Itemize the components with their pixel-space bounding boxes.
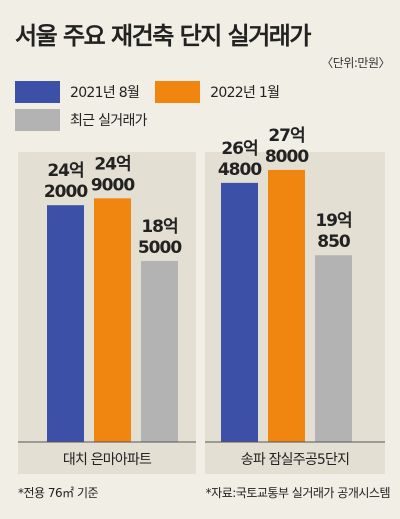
category-label-2: 송파 잠실주공5단지 [241,452,349,468]
data-label-line1-group2-series3: 19억 [315,211,351,231]
data-label-line2-group2-series2: 8000 [265,147,309,167]
legend: 2021년 8월 2022년 1월 최근 실거래가 [15,81,280,137]
data-label-line1-group2-series1: 26억 [221,139,257,159]
bar-group1-series1 [47,205,84,442]
legend-swatch-2021-aug [15,81,60,103]
category-label-1: 대치 은마아파트 [63,452,152,468]
bar-group2-series3 [315,255,352,442]
data-label-line1-group1-series1: 24억 [47,161,83,181]
bar-group1-series2 [94,198,131,442]
legend-label-recent: 최근 실거래가 [70,113,148,129]
legend-swatch-recent [15,109,60,131]
chart-title: 서울 주요 재건축 단지 실거래가 [15,22,311,50]
data-label-line1-group1-series2: 24억 [94,154,130,174]
bar-group2-series1 [221,182,258,443]
legend-label-2021-aug: 2021년 8월 [70,85,140,101]
data-label-line1-group2-series2: 27억 [268,126,304,146]
data-label-line2-group1-series1: 2000 [44,182,88,202]
footnote-source: *자료:국토교통부 실거래가 공개시스템 [205,486,391,500]
data-label-line2-group2-series1: 4800 [218,160,262,180]
legend-item-2021-aug: 2021년 8월 [15,81,140,103]
data-label-line2-group2-series3: 850 [317,232,351,252]
bar-group2-series2 [268,169,305,442]
legend-item-2022-jan: 2022년 1월 [155,81,280,103]
legend-item-recent: 최근 실거래가 [15,109,279,131]
legend-label-2022-jan: 2022년 1월 [210,85,280,101]
data-label-line2-group1-series2: 9000 [91,175,135,195]
data-label-line2-group1-series3: 5000 [138,238,182,258]
bar-group1-series3 [141,260,178,442]
footnote-area-basis: *전용 76㎡ 기준 [18,486,99,500]
legend-swatch-2022-jan [155,81,201,103]
data-label-line1-group1-series3: 18억 [141,217,177,237]
unit-label: 〈단위:만원〉 [321,56,390,70]
